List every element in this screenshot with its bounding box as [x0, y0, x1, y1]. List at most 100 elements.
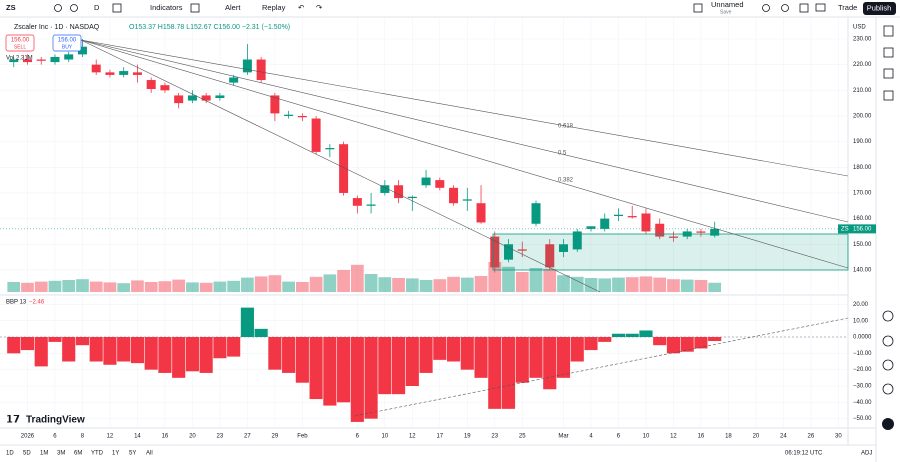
candle-body: [160, 85, 170, 91]
bbp-bar: [639, 330, 653, 338]
bbp-bar: [543, 337, 557, 390]
bbp-trendline[interactable]: [354, 317, 849, 417]
undo[interactable]: ↶: [298, 3, 305, 12]
add-icon[interactable]: [70, 4, 78, 12]
symbol[interactable]: ZS: [6, 3, 16, 12]
bbp-bar: [419, 337, 433, 373]
buy-label[interactable]: BUY: [62, 44, 73, 50]
compare-icon[interactable]: [54, 4, 62, 12]
x-tick-label: 8: [81, 434, 85, 440]
candle-body: [242, 59, 252, 73]
signal-icon[interactable]: [882, 383, 894, 395]
bbp-bar: [653, 337, 667, 346]
candle-body: [215, 95, 225, 99]
y-tick-label: −20.00: [853, 367, 872, 373]
buy-price[interactable]: 156.00: [58, 38, 77, 44]
snapshot-icon[interactable]: [815, 3, 826, 12]
fan-line[interactable]: [80, 39, 601, 293]
alerts-icon[interactable]: [883, 47, 894, 58]
target-icon[interactable]: [882, 310, 894, 322]
range-button[interactable]: YTD: [91, 451, 104, 457]
range-box[interactable]: [492, 233, 849, 271]
x-tick-label: 29: [272, 434, 279, 440]
interval[interactable]: D: [94, 3, 100, 12]
range-button[interactable]: 3M: [57, 451, 65, 457]
range-button[interactable]: 1M: [40, 451, 48, 457]
adj-button[interactable]: ADJ: [861, 451, 872, 457]
bbp-bar: [515, 337, 529, 383]
fib-label: 0.618: [558, 124, 574, 130]
chat-icon[interactable]: [883, 90, 894, 101]
volume-bar: [144, 282, 158, 292]
bbp-bar: [556, 337, 571, 378]
fan-line[interactable]: [80, 39, 849, 223]
layers-icon[interactable]: [883, 68, 894, 79]
indicators-button[interactable]: Indicators: [150, 3, 183, 12]
buy-button[interactable]: [52, 34, 82, 52]
fan-line[interactable]: [80, 39, 849, 177]
publish-label[interactable]: Publish: [867, 3, 892, 12]
y-tick-label: 180.00: [853, 165, 872, 171]
trade-button[interactable]: Trade: [838, 3, 857, 12]
publish-button[interactable]: [863, 2, 896, 15]
candle-body: [284, 114, 294, 116]
fan-line[interactable]: [80, 39, 849, 269]
settings-icon[interactable]: [781, 4, 789, 12]
range-button[interactable]: 1Y: [112, 451, 119, 457]
range-button[interactable]: 5D: [23, 451, 31, 457]
volume-bar: [515, 272, 529, 292]
x-tick-label: 16: [162, 434, 169, 440]
checkbox[interactable]: [693, 3, 703, 13]
bbp-bar: [158, 337, 172, 373]
candle-body: [297, 115, 307, 118]
calendar-icon[interactable]: [882, 359, 894, 371]
volume-bar: [282, 281, 295, 292]
tools-icon[interactable]: [882, 335, 894, 347]
bbp-bar: [268, 337, 282, 370]
sell-button[interactable]: [5, 34, 35, 52]
search-icon[interactable]: [762, 4, 770, 12]
sell-label[interactable]: SELL: [14, 44, 26, 50]
volume-bar: [529, 268, 543, 292]
bbp-bar: [199, 337, 213, 373]
candle-body: [421, 177, 431, 186]
volume-bar: [34, 281, 48, 292]
fib-label: 0.5: [558, 151, 567, 157]
candle-body: [394, 185, 404, 199]
candle-body: [64, 54, 74, 60]
x-tick-label: 6: [617, 434, 621, 440]
bbp-bar: [309, 337, 323, 400]
volume-bar: [460, 277, 474, 292]
x-tick-label: 10: [643, 434, 650, 440]
range-button[interactable]: 5Y: [129, 451, 136, 457]
candle-body: [91, 64, 101, 73]
volume-bar: [117, 283, 131, 292]
x-tick-label: 27: [244, 434, 251, 440]
bbp-bar: [584, 337, 598, 351]
fullscreen-icon[interactable]: [799, 3, 809, 13]
sell-price[interactable]: 156.00: [11, 38, 30, 44]
replay-button[interactable]: Replay: [262, 3, 286, 12]
templates-icon[interactable]: [190, 3, 200, 13]
watchlist-icon[interactable]: [883, 25, 894, 37]
volume-bar: [557, 275, 570, 292]
volume-bar: [447, 276, 460, 292]
alert-button[interactable]: Alert: [225, 3, 241, 12]
save-label[interactable]: Save: [720, 9, 732, 15]
volume-bar: [103, 282, 117, 292]
bbp-bar: [144, 337, 158, 370]
price-tag-value: 156.00: [853, 226, 872, 232]
bbp-bar: [172, 337, 186, 378]
bars-icon[interactable]: [112, 3, 122, 13]
apps-icon[interactable]: [882, 418, 894, 430]
range-button[interactable]: 6M: [74, 451, 82, 457]
bbp-bar: [570, 337, 584, 362]
x-tick-label: 19: [464, 434, 471, 440]
range-button[interactable]: All: [146, 451, 153, 457]
redo[interactable]: ↷: [316, 3, 323, 12]
range-button[interactable]: 1D: [6, 451, 14, 457]
x-tick-label: 2026: [21, 434, 35, 440]
candle-body: [50, 56, 60, 63]
layout-name[interactable]: Unnamed: [711, 0, 744, 9]
